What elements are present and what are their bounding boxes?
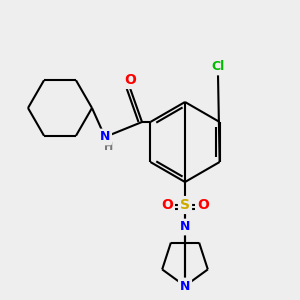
Text: N: N	[180, 220, 190, 233]
Text: O: O	[161, 198, 173, 212]
Text: N: N	[100, 130, 110, 143]
Text: Cl: Cl	[212, 61, 225, 74]
Text: H: H	[104, 142, 114, 152]
Text: O: O	[124, 73, 136, 87]
Text: O: O	[197, 198, 209, 212]
Text: S: S	[180, 198, 190, 212]
Text: N: N	[180, 280, 190, 292]
